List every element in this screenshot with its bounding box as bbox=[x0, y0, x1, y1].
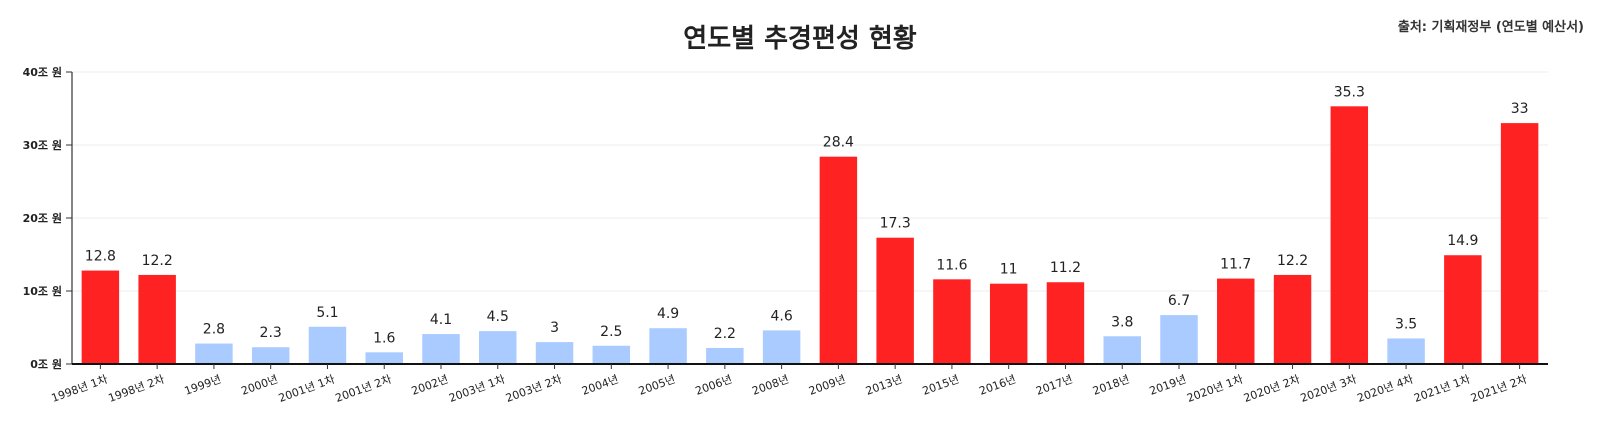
bars bbox=[81, 106, 1539, 364]
data-label: 2.8 bbox=[203, 322, 225, 338]
chart-source: 출처: 기획재정부 (연도별 예산서) bbox=[1397, 20, 1584, 35]
bar bbox=[1273, 274, 1312, 364]
data-label: 11 bbox=[1000, 262, 1018, 278]
bar bbox=[1217, 278, 1255, 364]
x-tick-label: 2001년 1차 bbox=[277, 373, 337, 405]
data-label: 12.2 bbox=[1277, 253, 1308, 269]
bar bbox=[1046, 282, 1085, 364]
data-label: 14.9 bbox=[1447, 233, 1478, 249]
x-tick-label: 2004년 bbox=[580, 373, 620, 398]
bar bbox=[1103, 336, 1141, 364]
bar bbox=[308, 326, 347, 364]
bar bbox=[365, 352, 403, 364]
bar bbox=[933, 279, 971, 364]
x-tick-label: 1999년 bbox=[183, 373, 223, 398]
x-tick-label: 2020년 2차 bbox=[1242, 373, 1302, 405]
x-tick-label: 1998년 2차 bbox=[107, 373, 167, 405]
data-label: 4.1 bbox=[430, 312, 452, 328]
data-label: 1.6 bbox=[373, 330, 395, 346]
bar bbox=[1330, 106, 1369, 364]
data-label: 4.5 bbox=[487, 309, 509, 325]
bar bbox=[762, 330, 801, 364]
x-tick-label: 2020년 3차 bbox=[1299, 373, 1359, 405]
x-tick-label: 2005년 bbox=[637, 373, 677, 398]
y-tick-label: 30조 원 bbox=[23, 138, 62, 152]
data-label: 35.3 bbox=[1334, 84, 1365, 100]
x-tick-label: 2020년 4차 bbox=[1355, 373, 1415, 405]
x-tick-label: 2021년 1차 bbox=[1412, 373, 1472, 405]
bar bbox=[251, 347, 290, 364]
data-label: 6.7 bbox=[1168, 293, 1190, 309]
bar bbox=[876, 237, 914, 364]
bar bbox=[1500, 123, 1539, 364]
bar bbox=[989, 283, 1028, 364]
data-label: 12.8 bbox=[85, 249, 116, 265]
bar bbox=[706, 347, 744, 364]
data-label: 2.5 bbox=[600, 324, 622, 340]
bar bbox=[819, 156, 858, 364]
x-tick-label: 2018년 bbox=[1091, 373, 1131, 398]
data-label: 11.2 bbox=[1050, 260, 1081, 276]
data-label: 5.1 bbox=[316, 305, 338, 321]
bar bbox=[81, 270, 120, 364]
x-tick-label: 2020년 1차 bbox=[1185, 373, 1245, 405]
chart-title: 연도별 추경편성 현황 bbox=[683, 24, 917, 54]
data-label: 12.2 bbox=[142, 253, 173, 269]
data-label: 28.4 bbox=[823, 135, 854, 151]
x-tick-label: 2021년 2차 bbox=[1469, 373, 1529, 405]
bar bbox=[535, 342, 574, 364]
data-label: 11.6 bbox=[936, 257, 967, 273]
x-tick-label: 2003년 2차 bbox=[504, 373, 564, 405]
x-tick-label: 2015년 bbox=[921, 373, 961, 398]
bar bbox=[138, 274, 176, 364]
bar bbox=[479, 331, 517, 364]
x-tick-label: 2017년 bbox=[1034, 373, 1074, 398]
x-tick-label: 2013년 bbox=[864, 373, 904, 398]
data-label: 3.8 bbox=[1111, 314, 1133, 330]
bar bbox=[1160, 315, 1198, 364]
data-label: 11.7 bbox=[1220, 257, 1251, 273]
grid-lines bbox=[72, 71, 1548, 292]
data-label: 4.6 bbox=[770, 308, 792, 324]
data-label: 33 bbox=[1511, 101, 1529, 117]
x-tick-label: 2003년 1차 bbox=[447, 373, 507, 405]
y-tick-label: 40조 원 bbox=[23, 65, 62, 79]
x-tick-label: 2001년 2차 bbox=[334, 373, 394, 405]
x-tick-label: 2006년 bbox=[694, 373, 734, 398]
bar bbox=[649, 328, 687, 364]
data-label: 3.5 bbox=[1395, 316, 1417, 332]
bar bbox=[195, 343, 233, 364]
data-label: 2.3 bbox=[260, 325, 282, 341]
x-tick-label: 1998년 1차 bbox=[50, 373, 110, 405]
bar bbox=[422, 334, 460, 364]
bar bbox=[1444, 255, 1482, 364]
bar bbox=[1387, 338, 1425, 364]
x-tick-label: 2002년 bbox=[410, 373, 450, 398]
y-tick-label: 20조 원 bbox=[23, 211, 62, 225]
bar bbox=[592, 345, 631, 364]
x-tick-label: 2008년 bbox=[750, 373, 790, 398]
x-tick-label: 2000년 bbox=[239, 373, 279, 398]
x-tick-label: 2009년 bbox=[807, 373, 847, 398]
data-label: 2.2 bbox=[714, 326, 736, 342]
y-tick-label: 0조 원 bbox=[30, 357, 62, 371]
x-tick-label: 2019년 bbox=[1148, 373, 1188, 398]
x-tick-label: 2016년 bbox=[977, 373, 1017, 398]
data-label: 17.3 bbox=[880, 216, 911, 232]
data-labels: 12.8 12.2 2.8 2.3 5.1 1.6 4.1 4.5 3 2.5 4.9 2.2 4.6 2… bbox=[85, 84, 1529, 346]
data-label: 3 bbox=[550, 320, 559, 336]
y-tick-label: 10조 원 bbox=[23, 284, 62, 298]
data-label: 4.9 bbox=[657, 306, 679, 322]
